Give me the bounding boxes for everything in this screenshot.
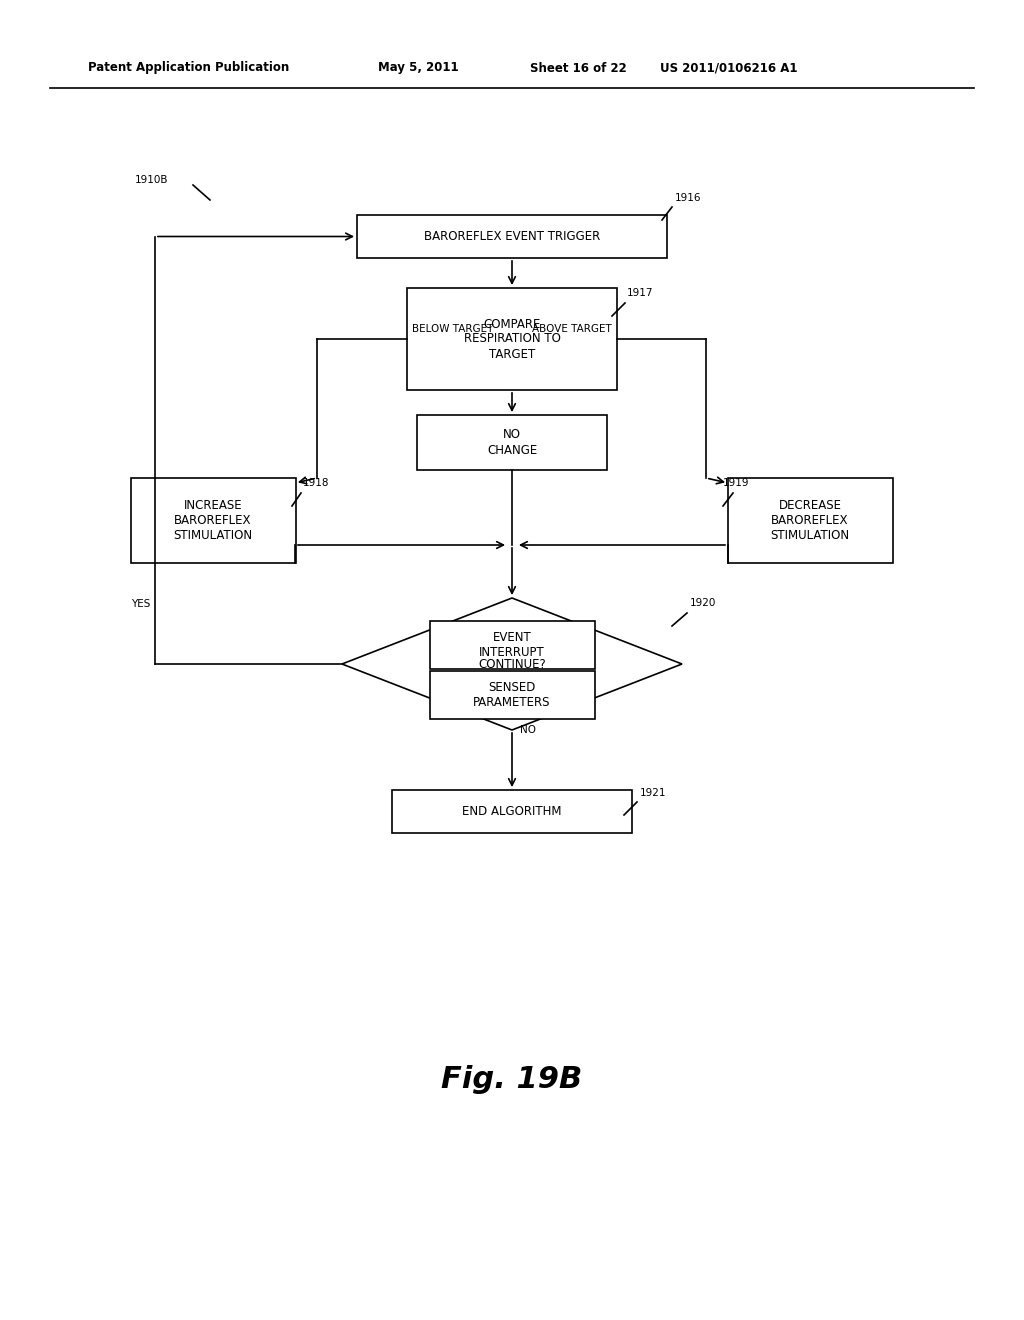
Text: SENSED
PARAMETERS: SENSED PARAMETERS bbox=[473, 681, 551, 709]
Bar bbox=[392, 789, 632, 833]
Text: BELOW TARGET: BELOW TARGET bbox=[412, 323, 494, 334]
Text: Sheet 16 of 22: Sheet 16 of 22 bbox=[530, 62, 627, 74]
Text: 1920: 1920 bbox=[690, 598, 717, 609]
Bar bbox=[429, 620, 595, 669]
Text: US 2011/0106216 A1: US 2011/0106216 A1 bbox=[660, 62, 798, 74]
Text: DECREASE
BAROREFLEX
STIMULATION: DECREASE BAROREFLEX STIMULATION bbox=[770, 499, 850, 543]
Bar bbox=[407, 288, 617, 389]
Text: NO
CHANGE: NO CHANGE bbox=[486, 429, 538, 457]
Text: 1918: 1918 bbox=[303, 478, 330, 488]
Text: BAROREFLEX EVENT TRIGGER: BAROREFLEX EVENT TRIGGER bbox=[424, 230, 600, 243]
Text: 1917: 1917 bbox=[627, 288, 653, 298]
Text: END ALGORITHM: END ALGORITHM bbox=[462, 805, 562, 818]
Text: YES: YES bbox=[131, 599, 150, 609]
Text: NO: NO bbox=[520, 725, 536, 735]
Text: 1921: 1921 bbox=[640, 788, 667, 799]
Text: May 5, 2011: May 5, 2011 bbox=[378, 62, 459, 74]
Bar bbox=[357, 215, 667, 257]
Text: COMPARE
RESPIRATION TO
TARGET: COMPARE RESPIRATION TO TARGET bbox=[464, 318, 560, 360]
Text: INCREASE
BAROREFLEX
STIMULATION: INCREASE BAROREFLEX STIMULATION bbox=[173, 499, 253, 543]
Bar bbox=[727, 478, 893, 564]
Text: Fig. 19B: Fig. 19B bbox=[441, 1065, 583, 1094]
Text: CONTINUE?: CONTINUE? bbox=[478, 657, 546, 671]
Text: 1910B: 1910B bbox=[135, 176, 169, 185]
Bar bbox=[417, 414, 607, 470]
Text: Patent Application Publication: Patent Application Publication bbox=[88, 62, 289, 74]
Bar bbox=[130, 478, 296, 564]
Bar bbox=[429, 671, 595, 719]
Text: ABOVE TARGET: ABOVE TARGET bbox=[532, 323, 612, 334]
Text: 1916: 1916 bbox=[675, 193, 701, 203]
Polygon shape bbox=[342, 598, 682, 730]
Text: EVENT
INTERRUPT: EVENT INTERRUPT bbox=[479, 631, 545, 659]
Text: 1919: 1919 bbox=[723, 478, 750, 488]
